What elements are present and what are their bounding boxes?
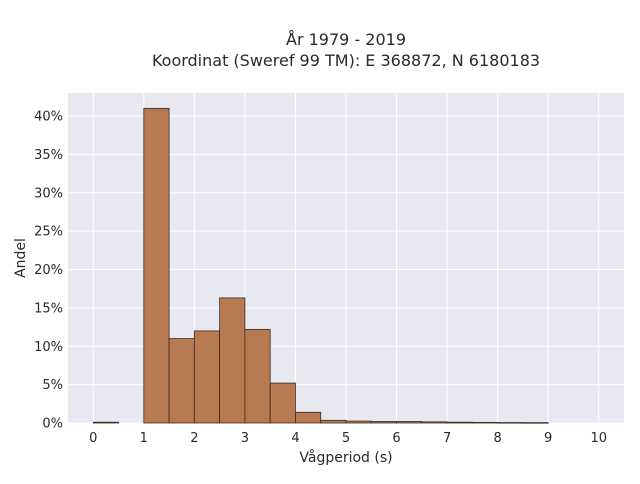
x-tick-label: 6: [392, 431, 400, 446]
x-axis-label: Vågperiod (s): [299, 449, 392, 466]
chart-title-line-1: År 1979 - 2019: [286, 30, 406, 49]
histogram-bar: [143, 107, 170, 424]
histogram-bar: [244, 328, 271, 424]
y-tick-label: 5%: [42, 378, 63, 393]
x-tick-label: 10: [590, 431, 607, 446]
histogram-bar: [295, 411, 322, 424]
histogram-bar: [92, 421, 119, 424]
histogram-bar: [219, 297, 246, 424]
x-tick-label: 8: [493, 431, 501, 446]
histogram-bar: [370, 421, 397, 424]
y-axis-ticks: 0% 5% 10% 15% 20% 25% 30% 35% 40%: [34, 110, 63, 432]
y-tick-label: 25%: [34, 225, 63, 240]
histogram-bar: [396, 421, 423, 424]
y-tick-label: 15%: [34, 301, 63, 316]
y-tick-label: 40%: [34, 110, 63, 125]
x-tick-label: 9: [544, 431, 552, 446]
x-tick-label: 5: [342, 431, 350, 446]
chart-title-line-2: Koordinat (Sweref 99 TM): E 368872, N 61…: [152, 51, 540, 70]
histogram-bar: [345, 420, 372, 424]
y-tick-label: 10%: [34, 340, 63, 355]
x-tick-label: 3: [241, 431, 249, 446]
y-tick-label: 35%: [34, 148, 63, 163]
y-tick-label: 20%: [34, 263, 63, 278]
y-tick-label: 0%: [42, 417, 63, 432]
x-tick-label: 2: [190, 431, 198, 446]
histogram-bar: [497, 422, 524, 424]
x-tick-label: 7: [443, 431, 451, 446]
histogram-bar: [471, 421, 499, 424]
x-tick-label: 1: [140, 431, 148, 446]
histogram-bar: [193, 330, 221, 424]
y-axis-label: Andel: [13, 238, 29, 278]
histogram-bar: [421, 421, 448, 424]
x-axis-ticks: 0 1 2 3 4 5 6 7 8 9 10: [89, 431, 607, 446]
x-tick-label: 0: [89, 431, 97, 446]
histogram-bar: [522, 422, 549, 424]
bars: [92, 107, 549, 424]
y-tick-label: 30%: [34, 186, 63, 201]
histogram-bar: [269, 382, 296, 424]
histogram-bar: [320, 419, 347, 424]
histogram-bar: [168, 338, 195, 424]
grid-lines: [68, 93, 624, 424]
x-tick-label: 4: [291, 431, 299, 446]
histogram-bar: [446, 421, 473, 424]
